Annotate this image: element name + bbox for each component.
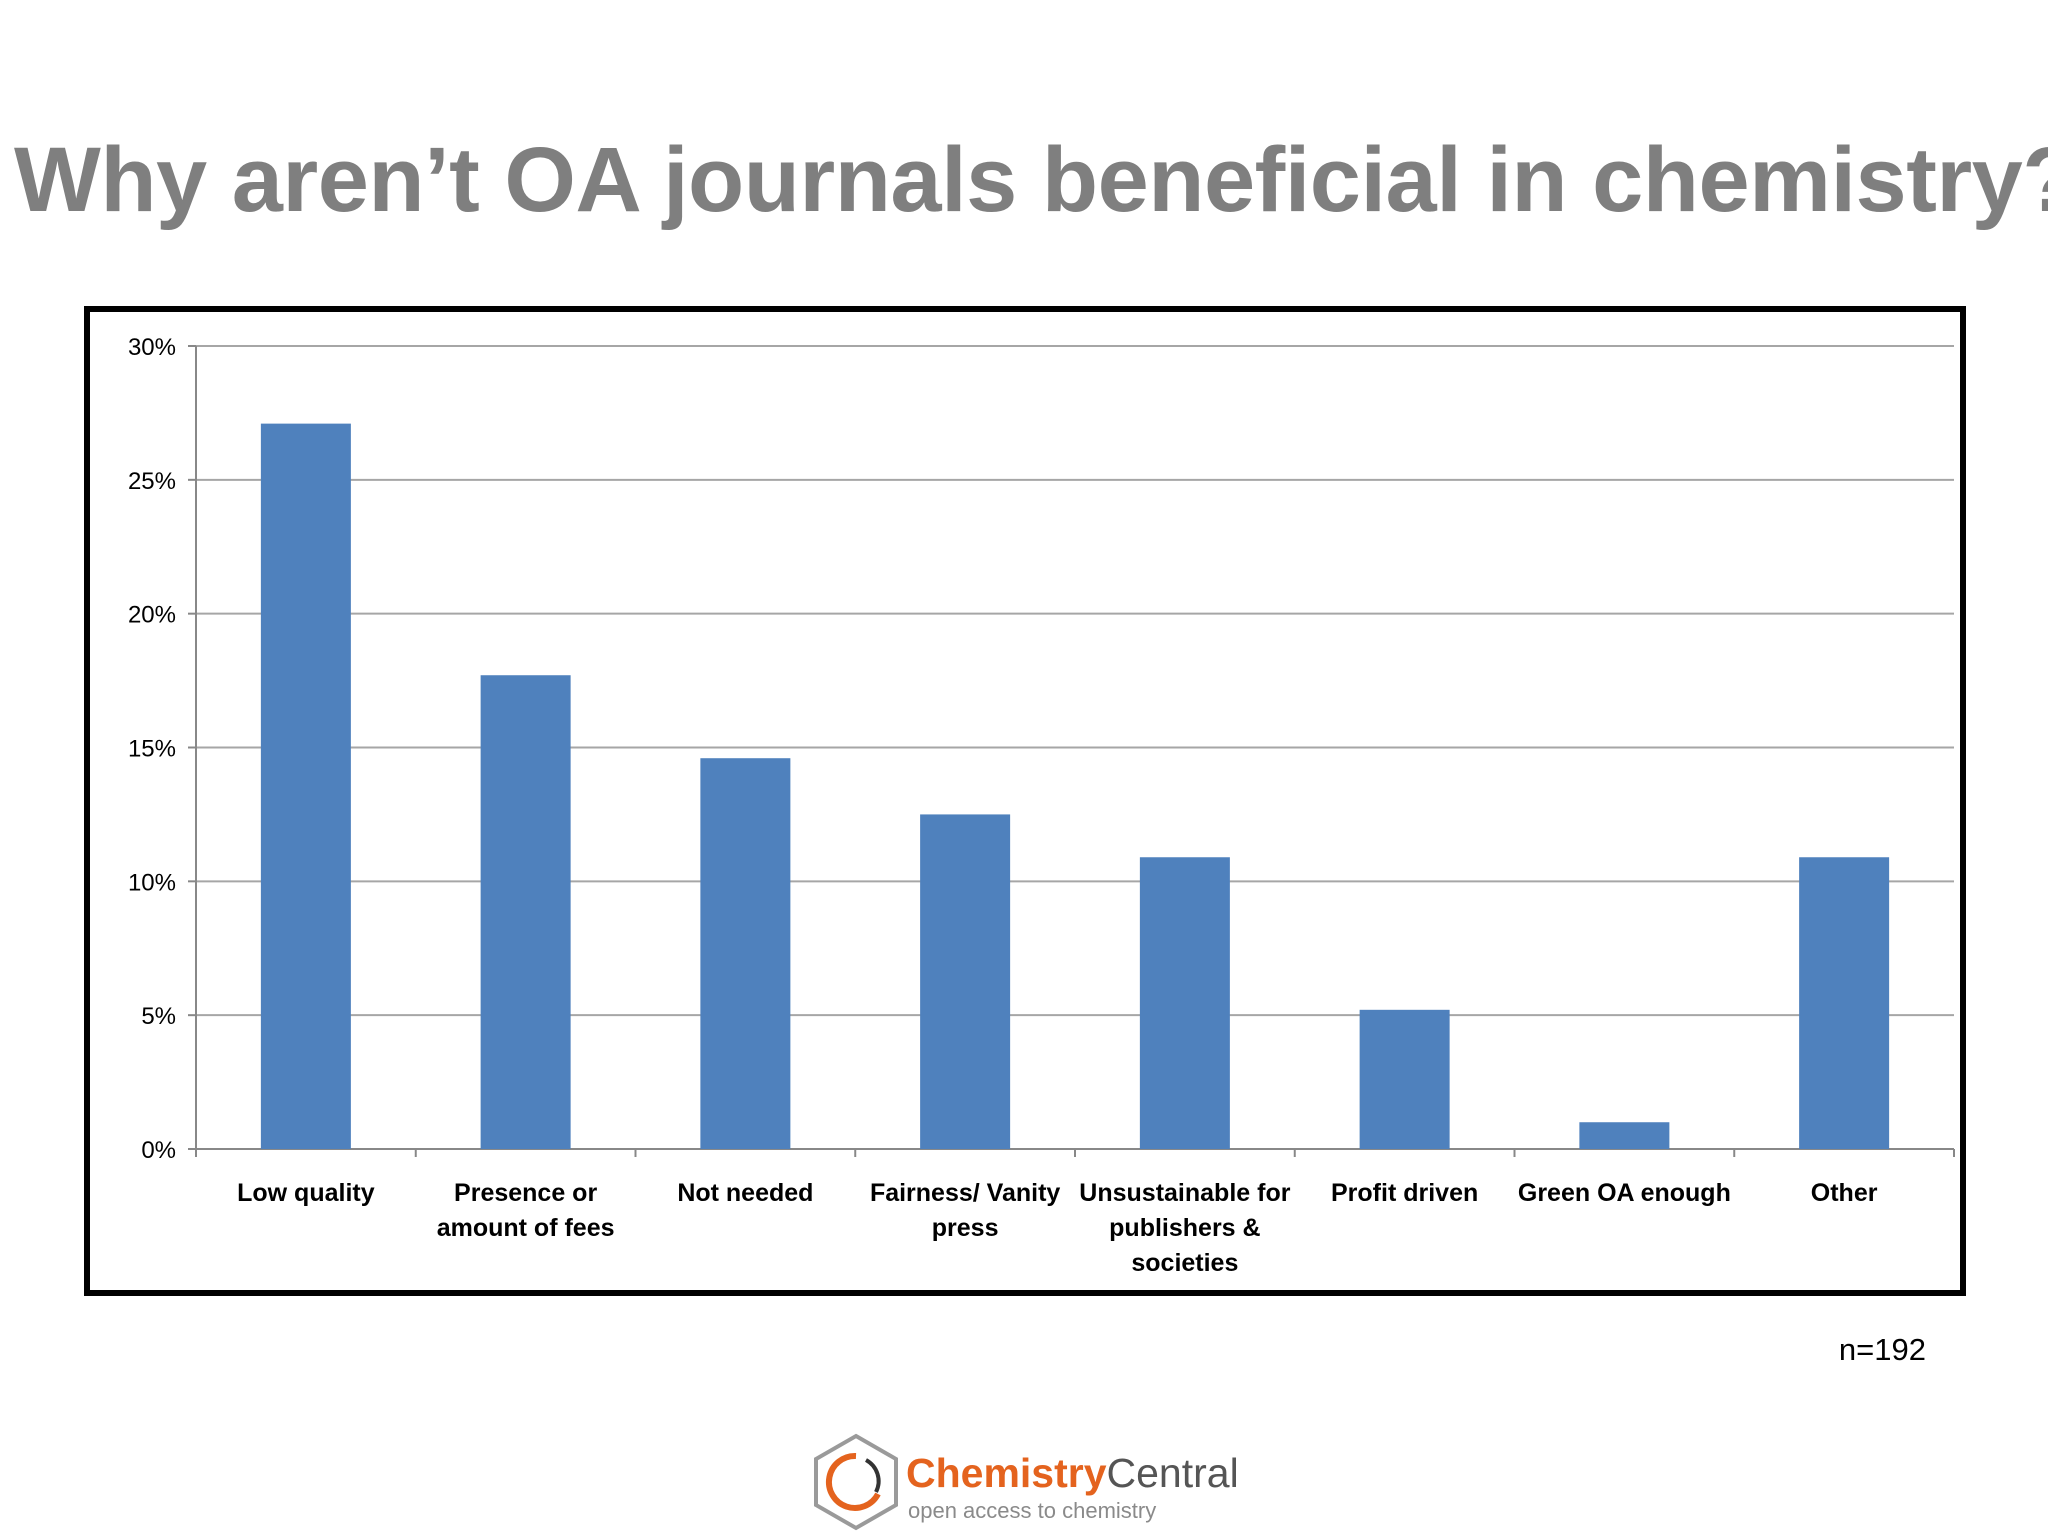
x-category-label-line: Unsustainable for bbox=[1079, 1179, 1290, 1207]
x-category-label-line: Not needed bbox=[677, 1179, 813, 1207]
chart-frame: 0% 5% 10% 15% 20% 25% 30% Low quality Presence o… bbox=[84, 306, 1966, 1296]
bar-5 bbox=[1139, 857, 1230, 1149]
x-category-label-line: Low quality bbox=[237, 1179, 375, 1207]
bar-3 bbox=[700, 758, 791, 1149]
hexagon-logo-icon bbox=[814, 1433, 898, 1531]
x-category-label-line: publishers & bbox=[1109, 1214, 1260, 1242]
chemistry-central-logo: ChemistryCentral open access to chemistr… bbox=[810, 1432, 1250, 1532]
x-category-label-line: societies bbox=[1131, 1249, 1238, 1277]
y-tick-label: 0% bbox=[141, 1137, 176, 1164]
x-category-label: Not needed bbox=[677, 1179, 813, 1207]
x-category-label: Other bbox=[1811, 1179, 1878, 1207]
bar-chart: 0% 5% 10% 15% 20% 25% 30% Low quality Presence o… bbox=[128, 334, 1955, 1277]
bar-4 bbox=[920, 814, 1011, 1149]
y-tick-label: 25% bbox=[128, 468, 176, 495]
logo-tagline: open access to chemistry bbox=[908, 1498, 1157, 1523]
bar-7 bbox=[1579, 1122, 1670, 1149]
y-tick-label: 30% bbox=[128, 334, 176, 361]
y-tick-label: 5% bbox=[141, 1003, 176, 1030]
x-category-label-line: amount of fees bbox=[437, 1214, 615, 1242]
logo-wordmark: ChemistryCentral bbox=[906, 1450, 1239, 1497]
logo-wordmark-central: Central bbox=[1106, 1450, 1239, 1496]
x-category-label-line: press bbox=[932, 1214, 999, 1242]
x-category-label-line: Green OA enough bbox=[1518, 1179, 1731, 1207]
bar-8 bbox=[1799, 857, 1890, 1149]
x-category-label: Profit driven bbox=[1331, 1179, 1478, 1207]
x-category-label: Presence or amount of fees bbox=[437, 1179, 615, 1242]
x-category-label: Green OA enough bbox=[1518, 1179, 1731, 1207]
x-category-label-line: Profit driven bbox=[1331, 1179, 1478, 1207]
x-category-label-line: Fairness/ Vanity bbox=[870, 1179, 1060, 1207]
y-tick-label: 15% bbox=[128, 736, 176, 763]
x-category-label: Unsustainable for publishers & societies bbox=[1079, 1179, 1290, 1277]
bar-1 bbox=[260, 423, 351, 1149]
x-category-label-line: Presence or bbox=[454, 1179, 597, 1207]
y-tick-label: 10% bbox=[128, 869, 176, 896]
x-category-label: Fairness/ Vanity press bbox=[870, 1179, 1060, 1242]
logo-wordmark-chemistry: Chemistry bbox=[906, 1450, 1107, 1496]
y-tick-label: 20% bbox=[128, 602, 176, 629]
bar-2 bbox=[480, 675, 571, 1149]
sample-size-note: n=192 bbox=[1838, 1332, 1926, 1367]
x-category-label-line: Other bbox=[1811, 1179, 1878, 1207]
x-category-label: Low quality bbox=[237, 1179, 375, 1207]
slide-title: Why aren’t OA journals beneficial in che… bbox=[13, 129, 2048, 231]
bar-6 bbox=[1359, 1009, 1450, 1149]
